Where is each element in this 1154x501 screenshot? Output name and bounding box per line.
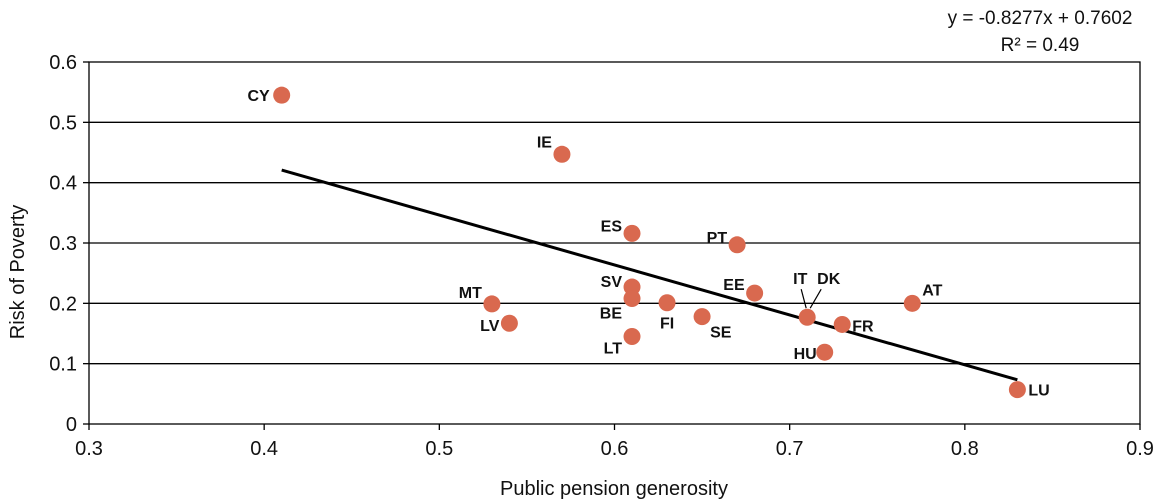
- point-labels: CY IE ES PT SV BE FI SE EE IT DK FR AT HU LU MT LV LT: [247, 88, 1049, 399]
- data-point: [746, 284, 764, 302]
- trend-equation: y = -0.8277x + 0.7602: [948, 8, 1133, 29]
- data-point: [658, 294, 676, 312]
- x-tick-label: 0.4: [250, 438, 278, 460]
- y-tick-label: 0.5: [49, 112, 77, 134]
- x-axis-title: Public pension generosity: [500, 478, 728, 500]
- x-tick-label: 0.6: [601, 438, 629, 460]
- data-point: [903, 294, 921, 312]
- data-point: [623, 290, 641, 308]
- point-label: FI: [660, 316, 674, 333]
- point-label: LU: [1028, 383, 1049, 400]
- data-point: [553, 145, 571, 163]
- data-points: [273, 86, 1026, 399]
- r-squared: R² = 0.49: [1001, 35, 1080, 56]
- data-point: [623, 328, 641, 346]
- data-point: [1008, 381, 1026, 399]
- leader-line: [800, 289, 807, 309]
- trendline: [281, 168, 1018, 382]
- x-axis-ticks: 0.3 0.4 0.5 0.6 0.7 0.8 0.9: [75, 424, 1154, 460]
- point-label: PT: [707, 230, 728, 247]
- point-label: ES: [601, 218, 623, 235]
- data-point: [693, 308, 711, 326]
- point-label: IE: [537, 134, 552, 151]
- point-label: DK: [817, 271, 841, 288]
- y-tick-label: 0.6: [49, 52, 77, 74]
- y-tick-label: 0.4: [49, 173, 77, 195]
- point-label: AT: [922, 282, 942, 299]
- trendline-group: [281, 168, 1018, 382]
- data-point: [816, 343, 834, 361]
- data-point: [728, 236, 746, 254]
- y-tick-label: 0.1: [49, 354, 77, 376]
- y-axis-title: Risk of Poverty: [7, 205, 29, 339]
- data-point: [500, 314, 518, 332]
- y-tick-label: 0.3: [49, 233, 77, 255]
- data-point: [273, 86, 291, 104]
- point-label: BE: [600, 306, 623, 323]
- data-point: [833, 315, 851, 333]
- point-label: FR: [852, 318, 874, 335]
- y-tick-label: 0: [66, 414, 77, 436]
- point-label: HU: [794, 346, 817, 363]
- point-label: LV: [480, 318, 500, 335]
- point-label: CY: [247, 88, 270, 105]
- point-label: EE: [723, 277, 745, 294]
- data-point: [483, 295, 501, 313]
- x-tick-label: 0.9: [1126, 438, 1154, 460]
- x-tick-label: 0.5: [425, 438, 453, 460]
- point-label: MT: [459, 285, 482, 302]
- point-label: IT: [793, 271, 807, 288]
- x-tick-label: 0.7: [776, 438, 804, 460]
- data-point: [798, 308, 816, 326]
- y-tick-label: 0.2: [49, 293, 77, 315]
- x-tick-label: 0.3: [75, 438, 103, 460]
- x-tick-label: 0.8: [951, 438, 979, 460]
- data-point: [623, 224, 641, 242]
- leader-line: [809, 288, 822, 309]
- point-label: SE: [710, 325, 732, 342]
- point-label: LT: [604, 341, 623, 358]
- y-axis-ticks: 0 0.1 0.2 0.3 0.4 0.5 0.6: [49, 52, 89, 436]
- point-label: SV: [601, 274, 623, 291]
